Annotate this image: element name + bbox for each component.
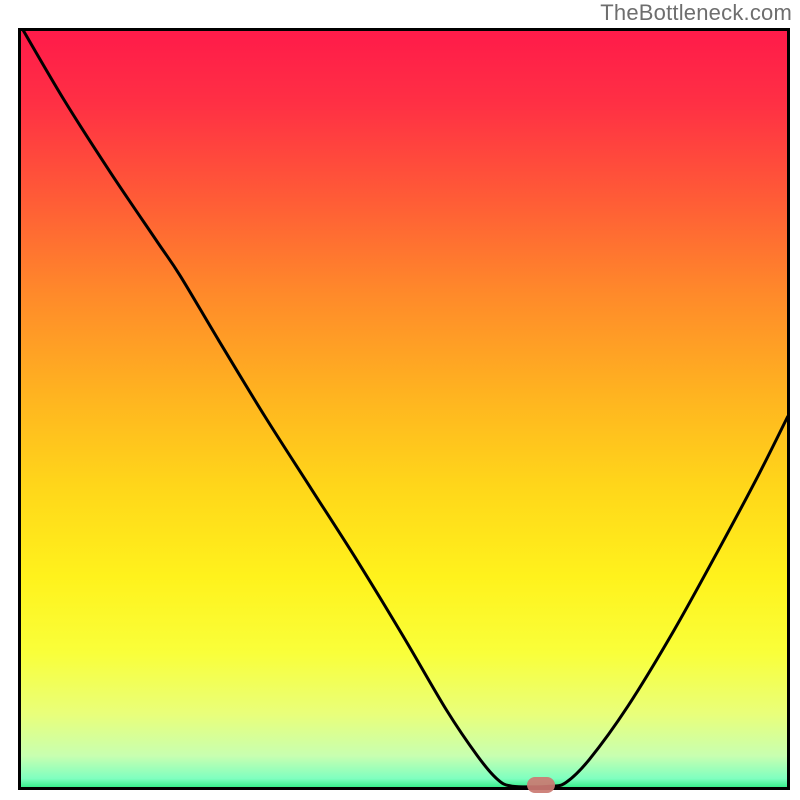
watermark-text: TheBottleneck.com (600, 0, 792, 26)
chart-frame: TheBottleneck.com (0, 0, 800, 800)
plot-area (18, 28, 790, 790)
bottleneck-curve (22, 28, 788, 787)
minimum-marker (527, 777, 555, 793)
curve-layer (18, 28, 790, 790)
